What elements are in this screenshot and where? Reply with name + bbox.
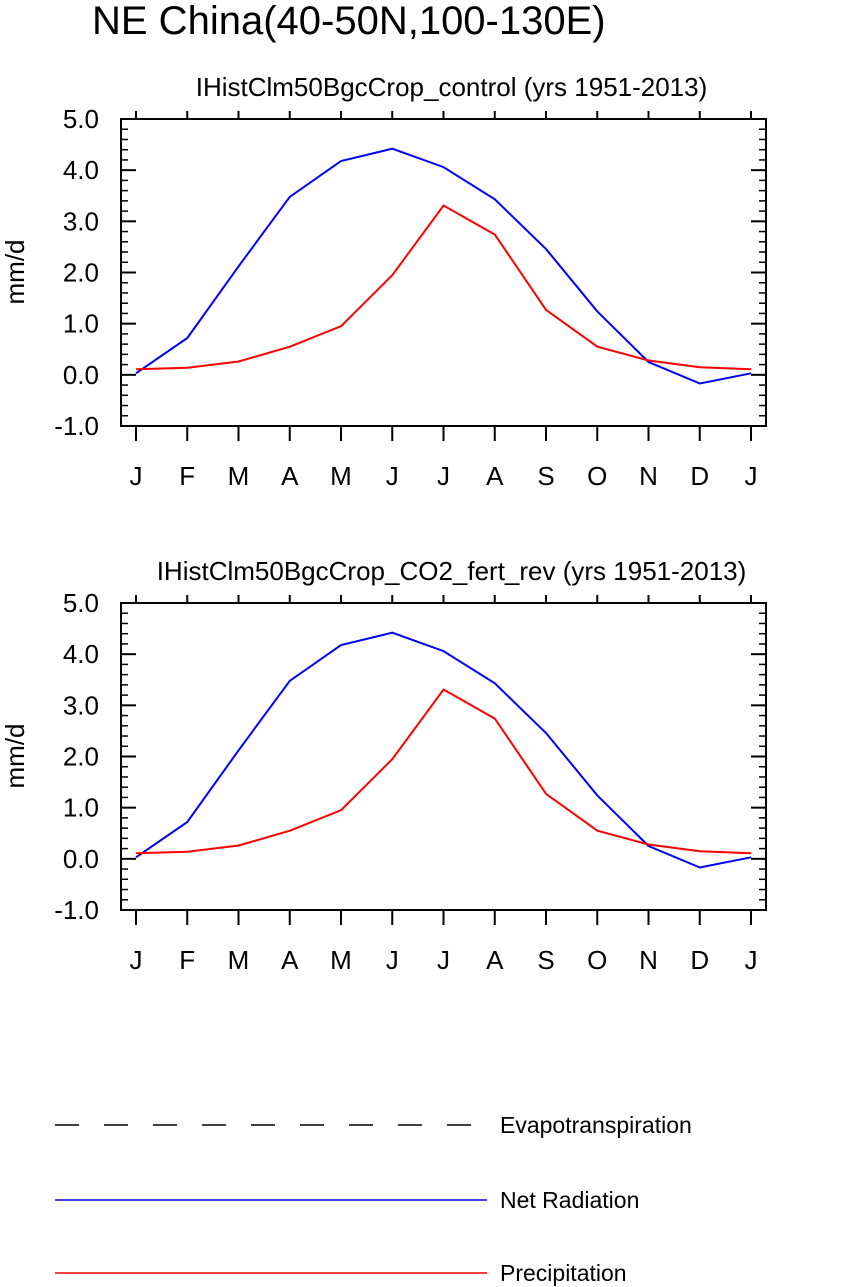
y-tick-label: 4.0: [63, 639, 99, 669]
x-tick-label: J: [386, 461, 399, 491]
x-tick-label: A: [486, 945, 504, 975]
series-line-precipitation: [135, 688, 752, 855]
panel-title: IHistClm50BgcCrop_CO2_fert_rev (yrs 1951…: [157, 556, 747, 586]
series-line-net-radiation: [135, 147, 752, 385]
x-tick-label: J: [130, 461, 143, 491]
y-axis-label: mm/d: [0, 240, 30, 305]
x-tick-label: M: [228, 461, 250, 491]
y-tick-label: -1.0: [54, 895, 99, 925]
series-line-net-radiation: [135, 631, 752, 869]
y-tick-label: 0.0: [63, 360, 99, 390]
legend-label-precipitation: Precipitation: [500, 1260, 627, 1286]
x-tick-label: J: [130, 945, 143, 975]
x-tick-label: A: [281, 461, 299, 491]
y-tick-label: 4.0: [63, 155, 99, 185]
y-tick-label: 1.0: [63, 793, 99, 823]
plot-frame: [120, 118, 767, 427]
series-line-precipitation: [135, 204, 752, 371]
x-tick-label: N: [639, 945, 658, 975]
legend: Evapotranspiration Net Radiation Precipita…: [55, 1112, 692, 1286]
x-tick-label: F: [179, 945, 195, 975]
y-tick-label: -1.0: [54, 411, 99, 441]
legend-label-evapotranspiration: Evapotranspiration: [500, 1112, 692, 1138]
x-tick-label: M: [330, 945, 352, 975]
x-tick-label: D: [690, 945, 709, 975]
x-tick-label: S: [537, 945, 554, 975]
x-tick-label: F: [179, 461, 195, 491]
x-tick-label: M: [228, 945, 250, 975]
x-tick-label: J: [386, 945, 399, 975]
x-tick-label: A: [281, 945, 299, 975]
y-tick-label: 1.0: [63, 309, 99, 339]
y-tick-label: 2.0: [63, 742, 99, 772]
x-tick-label: J: [745, 461, 758, 491]
x-tick-label: J: [437, 945, 450, 975]
y-axis-label: mm/d: [0, 724, 30, 789]
y-tick-label: 3.0: [63, 206, 99, 236]
chart-panel-1: IHistClm50BgcCrop_control (yrs 1951-2013…: [0, 72, 767, 491]
y-tick-label: 5.0: [63, 588, 99, 618]
x-tick-label: N: [639, 461, 658, 491]
x-tick-label: A: [486, 461, 504, 491]
y-tick-label: 3.0: [63, 690, 99, 720]
y-tick-label: 0.0: [63, 844, 99, 874]
panel-title: IHistClm50BgcCrop_control (yrs 1951-2013…: [196, 72, 708, 102]
x-tick-label: O: [587, 945, 607, 975]
chart-panel-2: IHistClm50BgcCrop_CO2_fert_rev (yrs 1951…: [0, 556, 767, 975]
x-tick-label: J: [745, 945, 758, 975]
legend-label-net-radiation: Net Radiation: [500, 1187, 639, 1213]
x-tick-label: M: [330, 461, 352, 491]
x-tick-label: D: [690, 461, 709, 491]
x-tick-label: J: [437, 461, 450, 491]
x-tick-label: O: [587, 461, 607, 491]
y-tick-label: 2.0: [63, 258, 99, 288]
x-tick-label: S: [537, 461, 554, 491]
y-tick-label: 5.0: [63, 104, 99, 134]
figure-title: NE China(40-50N,100-130E): [92, 0, 606, 43]
chart-panels: IHistClm50BgcCrop_control (yrs 1951-2013…: [0, 72, 767, 975]
plot-frame: [120, 602, 767, 911]
